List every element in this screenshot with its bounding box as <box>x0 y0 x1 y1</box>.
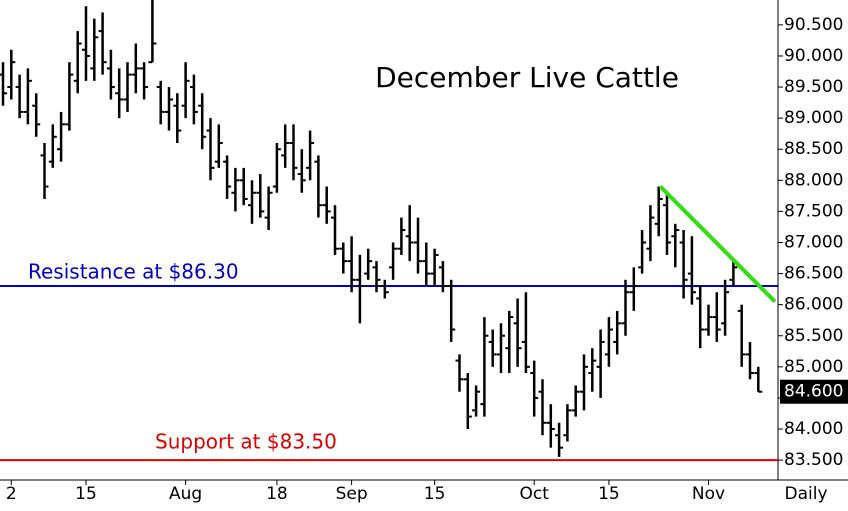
level-label: Support at $83.50 <box>155 430 337 454</box>
x-tick-label: 15 <box>424 484 446 504</box>
chart-title: December Live Cattle <box>375 61 679 94</box>
y-tick-label: 85.000 <box>784 357 843 377</box>
y-tick-label: 89.500 <box>784 77 843 97</box>
y-tick-label: 90.500 <box>784 15 843 35</box>
y-tick-label: 88.500 <box>784 139 843 159</box>
y-tick-label: 88.000 <box>784 170 843 190</box>
y-tick-label: 87.000 <box>784 232 843 252</box>
x-tick-label: Aug <box>169 484 202 504</box>
y-tick-label: 86.500 <box>784 264 843 284</box>
x-tick-label: 2 <box>6 484 17 504</box>
x-axis-label: Daily <box>784 484 827 504</box>
trendline <box>658 185 777 303</box>
level-label: Resistance at $86.30 <box>28 260 239 284</box>
y-tick-label: 89.000 <box>784 108 843 128</box>
y-tick-label: 87.500 <box>784 201 843 221</box>
x-tick-label: Nov <box>692 484 725 504</box>
x-tick-label: 15 <box>75 484 97 504</box>
x-tick-label: 15 <box>598 484 620 504</box>
x-tick-label: Sep <box>336 484 368 504</box>
y-tick-label: 83.500 <box>784 450 843 470</box>
last-price-label: 84.600 <box>784 382 843 402</box>
y-tick-label: 85.500 <box>784 326 843 346</box>
x-tick-label: Oct <box>519 484 549 504</box>
y-tick-label: 84.000 <box>784 419 843 439</box>
y-tick-label: 90.000 <box>784 46 843 66</box>
y-tick-label: 86.000 <box>784 295 843 315</box>
last-price-box <box>780 379 848 404</box>
x-tick-label: 18 <box>266 484 288 504</box>
